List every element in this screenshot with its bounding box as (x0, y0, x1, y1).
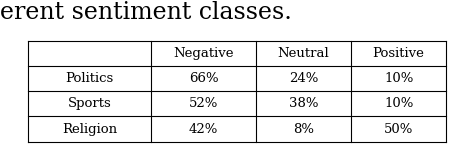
Text: 38%: 38% (288, 97, 318, 110)
Text: erent sentiment classes.: erent sentiment classes. (0, 1, 291, 25)
Text: Sports: Sports (67, 97, 111, 110)
Text: Negative: Negative (173, 47, 233, 60)
Text: Positive: Positive (372, 47, 424, 60)
Text: 10%: 10% (383, 72, 413, 85)
Text: Religion: Religion (62, 122, 117, 135)
Text: 50%: 50% (383, 122, 413, 135)
Text: 52%: 52% (189, 97, 218, 110)
Text: 24%: 24% (288, 72, 318, 85)
Text: 66%: 66% (188, 72, 218, 85)
Text: Neutral: Neutral (277, 47, 329, 60)
Text: 8%: 8% (292, 122, 313, 135)
Text: Politics: Politics (65, 72, 113, 85)
Text: 42%: 42% (189, 122, 218, 135)
Text: 10%: 10% (383, 97, 413, 110)
